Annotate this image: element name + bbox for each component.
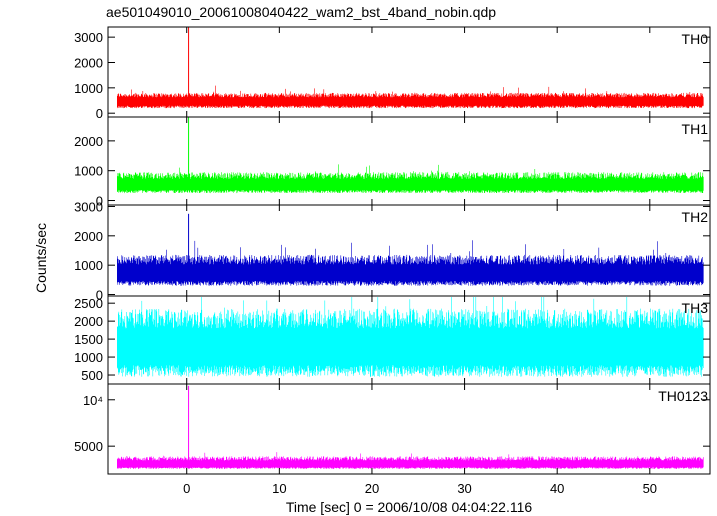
panel-label-TH0123: TH0123 <box>658 388 708 404</box>
panel-label-TH1: TH1 <box>682 121 709 137</box>
series-trace-TH2 <box>117 240 704 286</box>
y-tick-label: 500 <box>81 368 103 383</box>
panel-label-TH2: TH2 <box>682 209 709 225</box>
y-tick-label: 0 <box>96 288 103 303</box>
y-tick-label: 10⁴ <box>83 393 103 408</box>
y-tick-label: 0 <box>96 106 103 121</box>
x-tick-label: 20 <box>365 481 379 496</box>
y-tick-label: 1000 <box>74 350 103 365</box>
y-tick-label: 5000 <box>74 439 103 454</box>
y-tick-label: 1500 <box>74 332 103 347</box>
y-tick-label: 2000 <box>74 314 103 329</box>
series-trace-TH3 <box>117 297 704 377</box>
y-axis-label: Counts/sec <box>33 223 49 293</box>
y-tick-label: 2500 <box>74 296 103 311</box>
y-tick-label: 3000 <box>74 199 103 214</box>
x-tick-label: 50 <box>643 481 657 496</box>
panel-label-TH0: TH0 <box>682 31 709 47</box>
y-tick-label: 2000 <box>74 55 103 70</box>
series-trace-TH1 <box>117 164 704 194</box>
y-tick-label: 1000 <box>74 258 103 273</box>
x-tick-label: 40 <box>550 481 564 496</box>
series-trace-TH0123 <box>117 452 704 469</box>
y-tick-label: 2000 <box>74 134 103 149</box>
y-tick-label: 1000 <box>74 164 103 179</box>
y-tick-label: 2000 <box>74 229 103 244</box>
panel-frame-TH0123 <box>107 383 711 475</box>
x-tick-label: 0 <box>183 481 190 496</box>
y-tick-label: 1000 <box>74 81 103 96</box>
y-tick-label: 0 <box>96 194 103 209</box>
y-tick-label: 3000 <box>74 30 103 45</box>
x-tick-label: 30 <box>457 481 471 496</box>
x-axis-label: Time [sec] 0 = 2006/10/08 04:04:22.116 <box>286 499 533 515</box>
series-trace-TH0 <box>117 85 704 109</box>
panel-label-TH3: TH3 <box>682 300 709 316</box>
chart-title: ae501049010_20061008040422_wam2_bst_4ban… <box>106 4 497 20</box>
x-tick-label: 10 <box>272 481 286 496</box>
